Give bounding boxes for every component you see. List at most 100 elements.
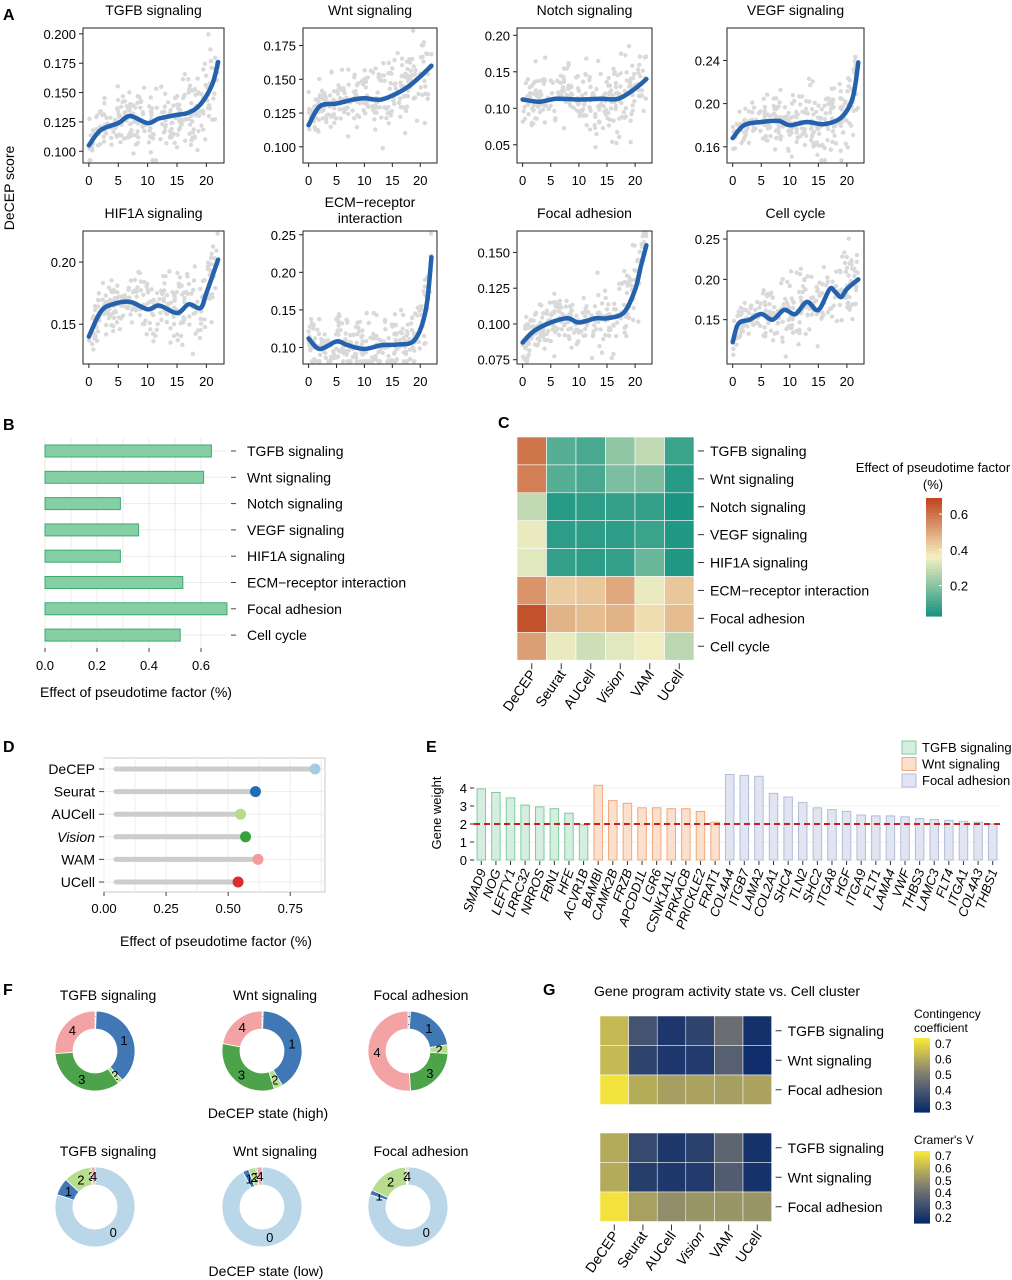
- scatter-point: [823, 111, 828, 116]
- scatter-point: [559, 92, 564, 98]
- scatter-point: [613, 333, 619, 339]
- legend-tick-label: 0.3: [935, 1099, 952, 1113]
- scatter-point: [780, 277, 785, 282]
- x-tick-label: 5: [333, 173, 340, 188]
- scatter-point: [624, 70, 629, 75]
- scatter-point: [802, 142, 808, 148]
- scatter-point: [157, 296, 162, 302]
- heatmap-cell: [628, 1074, 658, 1105]
- scatter-point: [774, 135, 779, 141]
- scatter-point: [323, 355, 328, 361]
- scatter-point: [807, 327, 812, 332]
- scatter-point: [808, 126, 814, 131]
- bar: [929, 819, 939, 861]
- scatter-point: [609, 355, 614, 361]
- scatter-point: [135, 285, 140, 290]
- scatter-point: [830, 279, 835, 284]
- heatmap-cell: [714, 1074, 744, 1105]
- scatter-point: [331, 351, 337, 357]
- scatter-point: [343, 331, 348, 336]
- slice-label: 1: [120, 1033, 127, 1048]
- scatter-point: [769, 311, 774, 317]
- scatter-point: [211, 96, 216, 101]
- scatter-point: [810, 295, 816, 300]
- donut-slice: [256, 1166, 263, 1186]
- y-tick-label: 0.175: [263, 39, 296, 54]
- heatmap-cell: [714, 1162, 744, 1193]
- legend-color-step: [914, 1201, 930, 1205]
- heatmap-cell: [575, 464, 606, 494]
- trend-line: [306, 63, 434, 128]
- scatter-point: [195, 147, 200, 153]
- scatter-point: [778, 114, 783, 120]
- scatter-point: [376, 349, 381, 354]
- heatmap-cell: [575, 492, 606, 521]
- scatter-point: [317, 93, 323, 98]
- column-label: UCell: [654, 667, 687, 704]
- row-label: TGFB signaling: [788, 1023, 884, 1039]
- scatter-point: [102, 101, 107, 106]
- heatmap-cell: [605, 548, 636, 577]
- category-label: DeCEP: [48, 761, 95, 777]
- scatter-point: [409, 327, 415, 333]
- scatter-point: [584, 322, 590, 328]
- scatter-point: [151, 312, 156, 318]
- x-tick-label: 20: [199, 374, 213, 389]
- scatter-point: [805, 111, 811, 116]
- scatter-point: [412, 359, 417, 364]
- scatter-point: [94, 338, 100, 343]
- heatmap-cell: [742, 1132, 772, 1163]
- column-label: AUCell: [560, 667, 598, 712]
- category-label: TGFB signaling: [247, 443, 343, 459]
- heatmap-cell: [546, 520, 577, 549]
- scatter-point: [628, 139, 633, 145]
- x-tick-label: 0: [85, 374, 92, 389]
- scatter-point: [182, 138, 188, 143]
- x-tick-label: 10: [357, 374, 371, 389]
- scatter-point: [398, 104, 403, 110]
- scatter-point: [819, 316, 824, 321]
- scatter-point: [597, 107, 602, 112]
- scatter-point: [359, 342, 365, 347]
- heatmap-cell: [628, 1015, 658, 1046]
- scatter-point: [530, 121, 536, 126]
- scatter-point: [400, 312, 406, 318]
- scatter-point: [745, 324, 750, 329]
- bar: [520, 804, 530, 861]
- heatmap-cell: [714, 1132, 744, 1163]
- heatmap-cell: [742, 1074, 772, 1105]
- category-label: Vision: [57, 829, 95, 845]
- scatter-point: [588, 84, 593, 90]
- y-tick-label: 0.150: [263, 72, 296, 87]
- heatmap-cell: [656, 1015, 687, 1046]
- scatter-point: [825, 137, 830, 143]
- scatter-point: [159, 84, 164, 89]
- scatter-point: [370, 70, 376, 75]
- scatter-point: [847, 304, 852, 309]
- scatter-point: [407, 356, 413, 362]
- x-tick-label: 0.2: [88, 658, 106, 673]
- scatter-point: [548, 338, 553, 344]
- scatter-point: [117, 327, 122, 332]
- scatter-point: [354, 340, 359, 346]
- scatter-point: [393, 322, 399, 328]
- scatter-point: [210, 244, 216, 249]
- scatter-point: [843, 99, 848, 104]
- slice-label: 2: [387, 1174, 394, 1189]
- scatter-point: [366, 359, 372, 364]
- x-tick-label: 5: [333, 374, 340, 389]
- scatter-point: [618, 71, 623, 76]
- scatter-point: [386, 70, 391, 76]
- slice-label: 3: [78, 1072, 85, 1087]
- heatmap-cell: [664, 631, 695, 661]
- scatter-point: [154, 290, 160, 296]
- scatter-point: [592, 125, 598, 131]
- heatmap-cell: [634, 436, 665, 466]
- bar: [593, 784, 603, 861]
- scatter-point: [533, 310, 539, 316]
- trend-line: [520, 76, 649, 104]
- heatmap-cell: [605, 520, 636, 549]
- scatter-point: [626, 280, 632, 285]
- panel-letter-e: E: [426, 739, 437, 756]
- scatter-point: [520, 119, 526, 124]
